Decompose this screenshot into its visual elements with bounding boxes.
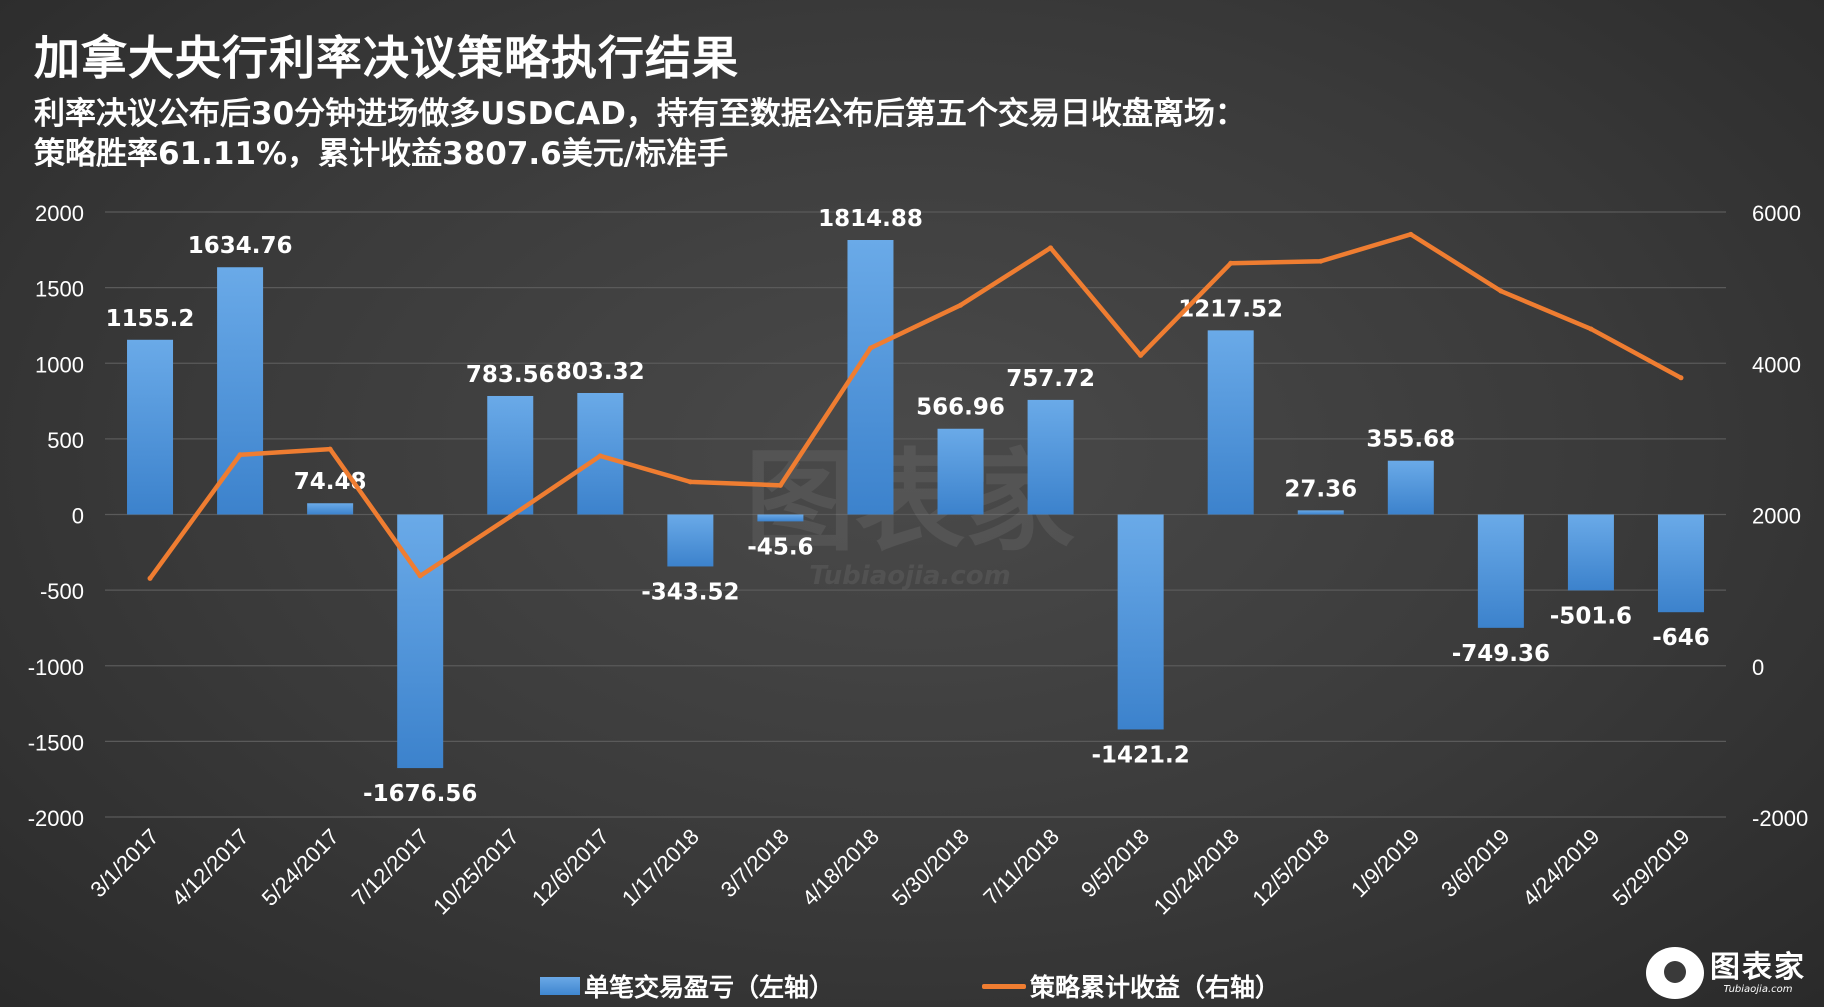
line-point: [958, 302, 964, 308]
line-point: [507, 514, 513, 520]
bar: [1477, 514, 1524, 628]
data-label: 803.32: [556, 359, 645, 385]
left-axis-tick-label: -1500: [28, 730, 84, 755]
x-axis-tick-label: 4/18/2018: [797, 824, 884, 911]
line-point: [1138, 352, 1144, 358]
x-axis-tick-label: 7/12/2017: [347, 824, 434, 911]
data-label: 757.72: [1006, 366, 1095, 392]
line-point: [867, 345, 873, 351]
legend-bar-entry: 单笔交易盈亏（左轴）: [540, 968, 834, 1004]
legend-bar-label: 单笔交易盈亏（左轴）: [584, 973, 835, 1002]
left-axis-tick-label: 0: [72, 504, 84, 529]
bar: [757, 514, 804, 522]
right-axis-tick-label: -2000: [1752, 806, 1808, 831]
x-axis-tick-label: 12/6/2017: [527, 824, 614, 911]
line-point: [1588, 326, 1594, 332]
data-label: -1676.56: [363, 781, 477, 807]
data-label: 1814.88: [818, 206, 923, 232]
x-axis-tick-label: 12/5/2018: [1247, 824, 1334, 911]
cumulative-line: [147, 232, 1684, 581]
left-axis-tick-label: 500: [47, 428, 84, 453]
bar: [127, 339, 174, 515]
bar: [937, 428, 984, 515]
line-point: [687, 479, 693, 485]
x-axis-tick-label: 1/17/2018: [617, 824, 704, 911]
left-axis-tick-label: -1000: [28, 655, 84, 680]
data-label: -749.36: [1452, 641, 1550, 667]
line-point: [147, 575, 153, 581]
chart-subtitle-line1: 利率决议公布后30分钟进场做多USDCAD，持有至数据公布后第五个交易日收盘离场…: [34, 96, 1246, 132]
bar: [1027, 399, 1074, 515]
chart-title: 加拿大央行利率决议策略执行结果: [34, 31, 739, 85]
line-point: [1408, 231, 1414, 237]
watermark-url: Tubiaojia.com: [809, 561, 1010, 591]
x-axis-tick-label: 5/24/2017: [257, 824, 344, 911]
x-axis-tick-label: 7/11/2018: [978, 824, 1064, 910]
bar: [847, 239, 894, 515]
line-point: [1318, 258, 1324, 264]
chart-subtitle-line2: 策略胜率61.11%，累计收益3807.6美元/标准手: [34, 136, 729, 172]
x-axis-tick-label: 3/6/2019: [1436, 824, 1514, 902]
x-axis-tick-label: 3/7/2018: [716, 824, 794, 902]
x-axis-tick-label: 10/24/2018: [1149, 824, 1245, 920]
x-axis-tick-label: 5/30/2018: [887, 824, 974, 911]
line-point: [327, 446, 333, 452]
right-axis-tick-label: 2000: [1752, 504, 1801, 529]
bar: [667, 514, 714, 567]
left-axis-tick-label: 1000: [35, 352, 84, 377]
data-label: 1155.2: [106, 306, 195, 332]
left-axis-tick-label: -2000: [28, 806, 84, 831]
line-point: [777, 482, 783, 488]
data-label: 355.68: [1366, 427, 1455, 453]
brand-name: 图表家: [1710, 949, 1806, 985]
line-point: [1498, 288, 1504, 294]
line-point: [417, 573, 423, 579]
line-point: [1048, 245, 1054, 251]
bar: [487, 395, 534, 515]
legend-line-entry: 策略累计收益（右轴）: [982, 968, 1280, 1004]
line-point: [1678, 375, 1684, 381]
legend-line-label: 策略累计收益（右轴）: [1030, 973, 1281, 1002]
data-label: 783.56: [466, 362, 555, 388]
legend-line-swatch: [982, 983, 1026, 989]
brand-logo: 图表家 Tubiaojia.com: [1646, 947, 1806, 999]
data-label: 1634.76: [188, 233, 293, 259]
bar: [1387, 460, 1434, 515]
left-axis-tick-label: -500: [40, 579, 84, 604]
bar: [1297, 510, 1344, 515]
x-axis-tick-label: 1/9/2019: [1346, 824, 1424, 902]
line-point: [597, 453, 603, 459]
legend-bar-swatch: [540, 977, 580, 995]
right-axis-tick-label: 4000: [1752, 352, 1801, 377]
x-axis-tick-label: 9/5/2018: [1076, 824, 1154, 902]
x-axis-tick-label: 4/24/2019: [1518, 824, 1605, 911]
x-axis-tick-label: 3/1/2017: [85, 824, 163, 902]
bar: [307, 503, 354, 515]
data-label: 566.96: [916, 395, 1005, 421]
left-axis-tick-label: 2000: [35, 201, 84, 226]
brand-url: Tubiaojia.com: [1723, 983, 1793, 995]
line-point: [237, 452, 243, 458]
data-label: -501.6: [1550, 603, 1632, 629]
brand-icon: [1646, 947, 1704, 999]
data-label: -343.52: [641, 579, 739, 605]
data-label: -45.6: [747, 534, 813, 560]
x-axis-tick-label: 10/25/2017: [428, 824, 524, 920]
line-point: [1228, 260, 1234, 266]
right-axis-tick-label: 6000: [1752, 201, 1801, 226]
bar: [1657, 514, 1704, 613]
left-axis-tick-label: 1500: [35, 277, 84, 302]
x-axis-tick-label: 4/12/2017: [167, 824, 254, 911]
data-label: 27.36: [1284, 476, 1357, 502]
data-label: -646: [1652, 625, 1710, 651]
bar: [1117, 514, 1164, 730]
x-axis-tick-label: 5/29/2019: [1608, 824, 1695, 911]
data-label: -1421.2: [1091, 742, 1189, 768]
bar: [1207, 330, 1254, 515]
right-axis-tick-label: 0: [1752, 655, 1764, 680]
bar: [1567, 514, 1614, 591]
